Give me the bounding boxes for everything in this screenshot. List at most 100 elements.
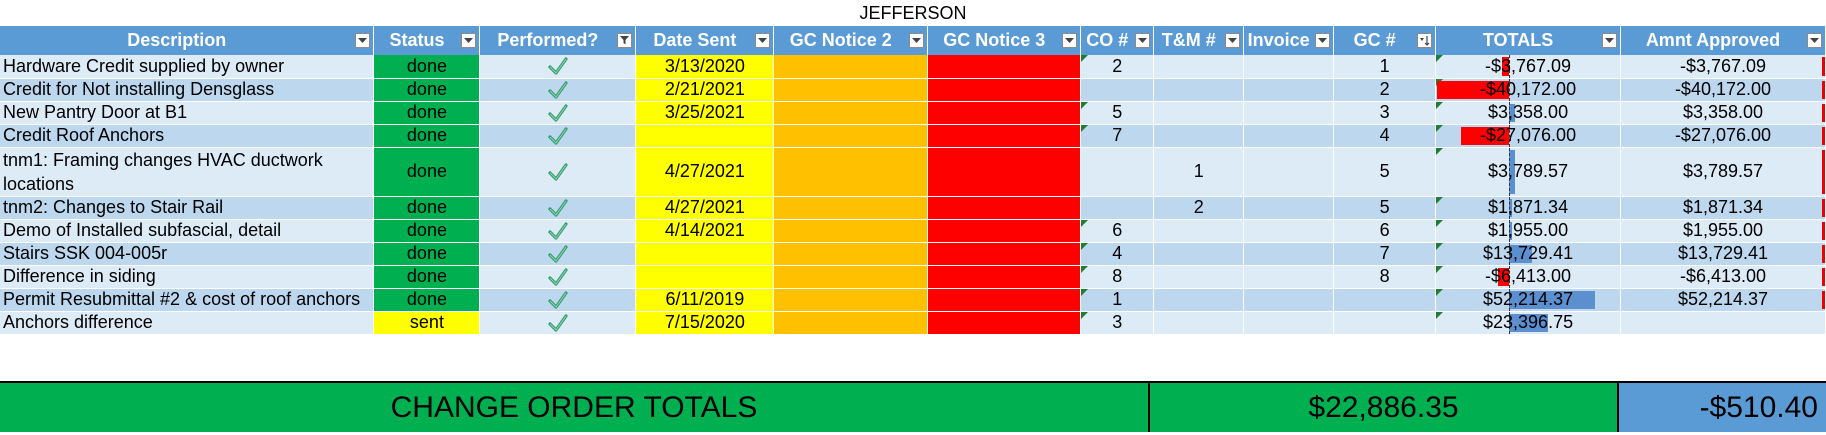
gc-notice-3-cell[interactable] bbox=[927, 78, 1082, 102]
performed-cell[interactable] bbox=[479, 288, 637, 312]
status-cell[interactable]: done bbox=[373, 219, 481, 243]
invoice-cell[interactable] bbox=[1243, 78, 1335, 102]
filter-dropdown-icon[interactable] bbox=[461, 33, 477, 48]
gc-number-cell[interactable]: 6 bbox=[1333, 219, 1437, 243]
status-cell[interactable]: done bbox=[373, 124, 481, 148]
totals-cell[interactable]: $1,871.34 bbox=[1435, 196, 1621, 220]
date-sent-cell[interactable] bbox=[635, 124, 775, 148]
tm-number-cell[interactable] bbox=[1153, 265, 1245, 289]
filter-active-icon[interactable] bbox=[617, 33, 633, 48]
totals-cell[interactable]: $1,955.00 bbox=[1435, 219, 1621, 243]
gc-notice-2-cell[interactable] bbox=[773, 219, 929, 243]
gc-number-cell[interactable]: 7 bbox=[1333, 242, 1437, 266]
filter-dropdown-icon[interactable] bbox=[1062, 33, 1078, 48]
description-cell[interactable]: tnm1: Framing changes HVAC ductwork loca… bbox=[0, 147, 375, 197]
co-number-cell[interactable]: 6 bbox=[1080, 219, 1155, 243]
description-cell[interactable]: tnm2: Changes to Stair Rail bbox=[0, 196, 375, 220]
co-number-cell[interactable]: 8 bbox=[1080, 265, 1155, 289]
gc-notice-2-cell[interactable] bbox=[773, 265, 929, 289]
tm-number-cell[interactable] bbox=[1153, 124, 1245, 148]
header-invoice[interactable]: Invoice bbox=[1243, 26, 1335, 55]
gc-notice-2-cell[interactable] bbox=[773, 311, 929, 335]
gc-notice-3-cell[interactable] bbox=[927, 219, 1082, 243]
header-description[interactable]: Description bbox=[0, 26, 375, 55]
description-cell[interactable]: Credit Roof Anchors bbox=[0, 124, 375, 148]
amount-approved-cell[interactable]: -$3,767.09 bbox=[1620, 55, 1826, 79]
performed-cell[interactable] bbox=[479, 55, 637, 79]
tm-number-cell[interactable] bbox=[1153, 242, 1245, 266]
gc-notice-3-cell[interactable] bbox=[927, 196, 1082, 220]
gc-notice-3-cell[interactable] bbox=[927, 124, 1082, 148]
co-number-cell[interactable]: 2 bbox=[1080, 55, 1155, 79]
filter-dropdown-icon[interactable] bbox=[909, 33, 925, 48]
performed-cell[interactable] bbox=[479, 196, 637, 220]
gc-number-cell[interactable]: 2 bbox=[1333, 78, 1437, 102]
gc-notice-2-cell[interactable] bbox=[773, 196, 929, 220]
header-status[interactable]: Status bbox=[373, 26, 481, 55]
totals-cell[interactable]: $3,789.57 bbox=[1435, 147, 1621, 197]
performed-cell[interactable] bbox=[479, 219, 637, 243]
amount-approved-cell[interactable]: -$27,076.00 bbox=[1620, 124, 1826, 148]
change-order-grand-total[interactable]: $22,886.35 bbox=[1150, 383, 1619, 432]
date-sent-cell[interactable]: 6/11/2019 bbox=[635, 288, 775, 312]
filter-dropdown-icon[interactable] bbox=[355, 33, 371, 48]
invoice-cell[interactable] bbox=[1243, 101, 1335, 125]
co-number-cell[interactable]: 5 bbox=[1080, 101, 1155, 125]
date-sent-cell[interactable]: 4/14/2021 bbox=[635, 219, 775, 243]
amount-approved-cell[interactable]: $52,214.37 bbox=[1620, 288, 1826, 312]
totals-cell[interactable]: -$3,767.09 bbox=[1435, 55, 1621, 79]
approved-grand-total[interactable]: -$510.40 bbox=[1619, 383, 1826, 432]
amount-approved-cell[interactable] bbox=[1620, 311, 1826, 335]
date-sent-cell[interactable]: 2/21/2021 bbox=[635, 78, 775, 102]
invoice-cell[interactable] bbox=[1243, 311, 1335, 335]
gc-notice-2-cell[interactable] bbox=[773, 242, 929, 266]
tm-number-cell[interactable] bbox=[1153, 55, 1245, 79]
performed-cell[interactable] bbox=[479, 311, 637, 335]
tm-number-cell[interactable] bbox=[1153, 78, 1245, 102]
totals-cell[interactable]: -$40,172.00 bbox=[1435, 78, 1621, 102]
gc-number-cell[interactable]: 5 bbox=[1333, 196, 1437, 220]
status-cell[interactable]: done bbox=[373, 101, 481, 125]
sort-ascending-icon[interactable] bbox=[1417, 33, 1433, 48]
gc-number-cell[interactable] bbox=[1333, 311, 1437, 335]
amount-approved-cell[interactable]: $1,871.34 bbox=[1620, 196, 1826, 220]
totals-cell[interactable]: -$6,413.00 bbox=[1435, 265, 1621, 289]
description-cell[interactable]: Stairs SSK 004-005r bbox=[0, 242, 375, 266]
gc-number-cell[interactable]: 3 bbox=[1333, 101, 1437, 125]
amount-approved-cell[interactable]: -$6,413.00 bbox=[1620, 265, 1826, 289]
filter-dropdown-icon[interactable] bbox=[1225, 33, 1241, 48]
gc-number-cell[interactable] bbox=[1333, 288, 1437, 312]
date-sent-cell[interactable] bbox=[635, 265, 775, 289]
header-co-number[interactable]: CO # bbox=[1080, 26, 1155, 55]
co-number-cell[interactable]: 4 bbox=[1080, 242, 1155, 266]
performed-cell[interactable] bbox=[479, 265, 637, 289]
header-date-sent[interactable]: Date Sent bbox=[635, 26, 775, 55]
invoice-cell[interactable] bbox=[1243, 242, 1335, 266]
amount-approved-cell[interactable]: $1,955.00 bbox=[1620, 219, 1826, 243]
amount-approved-cell[interactable]: $13,729.41 bbox=[1620, 242, 1826, 266]
description-cell[interactable]: Demo of Installed subfascial, detail bbox=[0, 219, 375, 243]
header-gc-number[interactable]: GC # bbox=[1333, 26, 1437, 55]
status-cell[interactable]: done bbox=[373, 288, 481, 312]
gc-notice-3-cell[interactable] bbox=[927, 265, 1082, 289]
totals-cell[interactable]: $3,358.00 bbox=[1435, 101, 1621, 125]
date-sent-cell[interactable]: 4/27/2021 bbox=[635, 196, 775, 220]
description-cell[interactable]: Hardware Credit supplied by owner bbox=[0, 55, 375, 79]
gc-notice-3-cell[interactable] bbox=[927, 288, 1082, 312]
tm-number-cell[interactable]: 1 bbox=[1153, 147, 1245, 197]
gc-notice-3-cell[interactable] bbox=[927, 101, 1082, 125]
totals-cell[interactable]: $23,396.75 bbox=[1435, 311, 1621, 335]
gc-number-cell[interactable]: 4 bbox=[1333, 124, 1437, 148]
status-cell[interactable]: done bbox=[373, 196, 481, 220]
tm-number-cell[interactable] bbox=[1153, 288, 1245, 312]
invoice-cell[interactable] bbox=[1243, 288, 1335, 312]
gc-notice-2-cell[interactable] bbox=[773, 101, 929, 125]
status-cell[interactable]: done bbox=[373, 265, 481, 289]
invoice-cell[interactable] bbox=[1243, 265, 1335, 289]
tm-number-cell[interactable]: 2 bbox=[1153, 196, 1245, 220]
gc-notice-3-cell[interactable] bbox=[927, 311, 1082, 335]
amount-approved-cell[interactable]: $3,789.57 bbox=[1620, 147, 1826, 197]
totals-cell[interactable]: $13,729.41 bbox=[1435, 242, 1621, 266]
gc-number-cell[interactable]: 1 bbox=[1333, 55, 1437, 79]
invoice-cell[interactable] bbox=[1243, 55, 1335, 79]
